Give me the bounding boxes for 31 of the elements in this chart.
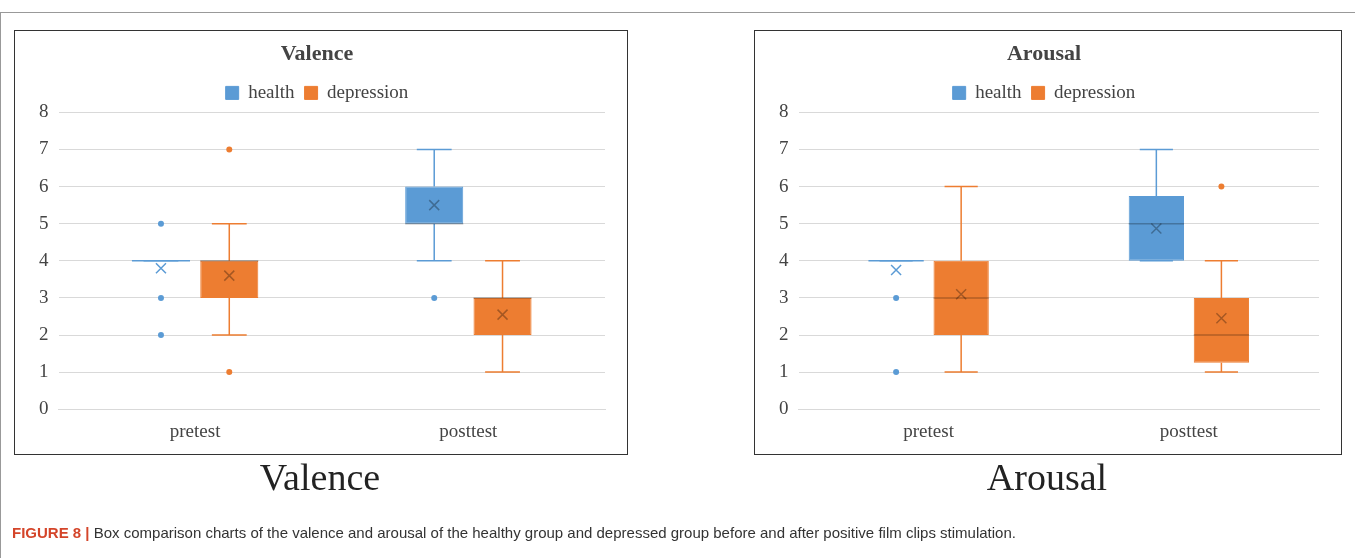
y-tick-label: 8 (779, 100, 789, 122)
y-tick-label: 1 (39, 360, 49, 382)
legend-label: health (248, 80, 296, 102)
y-tick-label: 3 (779, 285, 789, 307)
text: Arousal (985, 455, 1109, 499)
chart-title: Valence (280, 39, 354, 65)
y-tick-label: 0 (779, 397, 789, 419)
y-tick-label: 1 (779, 360, 789, 382)
y-tick-label: 2 (39, 322, 49, 344)
x-tick-label: pretest (169, 419, 222, 441)
y-tick-label: 6 (39, 174, 49, 196)
y-tick-label: 6 (779, 174, 789, 196)
x-tick-label: pretest (903, 419, 955, 441)
y-tick-label: 2 (779, 322, 789, 344)
text: Valence (258, 455, 382, 499)
x-tick-label: posttest (439, 419, 499, 441)
y-tick-label: 4 (779, 248, 789, 270)
y-tick-label: 5 (779, 211, 789, 233)
y-tick-label: 8 (39, 100, 49, 122)
y-tick-label: 3 (39, 285, 49, 307)
y-tick-label: 7 (39, 137, 49, 159)
chart-title: Arousal (1006, 39, 1082, 65)
legend-label: health (975, 80, 1023, 102)
y-tick-label: 0 (39, 397, 49, 419)
y-tick-label: 5 (39, 211, 49, 233)
legend-label: depression (1054, 80, 1136, 102)
legend-label: depression (327, 80, 409, 102)
caption: FIGURE 8 | Box comparison charts of the valence and arousal of the healthy group and depressed group before and after positive film clips stimulation. (12, 524, 1016, 541)
x-tick-label: posttest (1159, 419, 1219, 441)
y-tick-label: 7 (779, 137, 789, 159)
y-tick-label: 4 (39, 248, 49, 270)
